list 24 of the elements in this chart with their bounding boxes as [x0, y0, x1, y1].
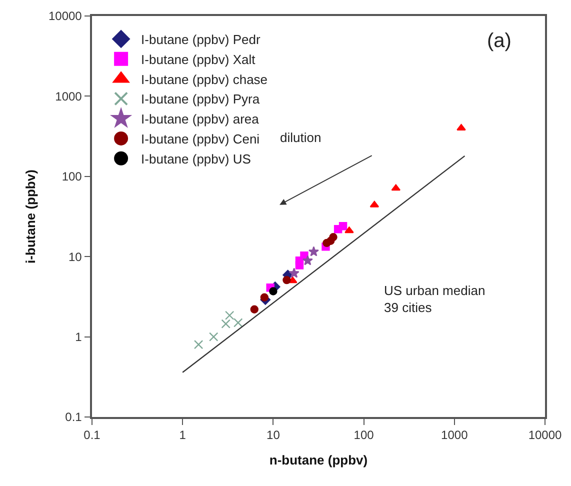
- y-tick-label: 0.1: [65, 410, 82, 424]
- y-tick-label: 100: [62, 170, 82, 184]
- x-axis-title: n-butane (ppbv): [269, 452, 368, 468]
- legend-label: I-butane (ppbv) Pedr: [141, 32, 261, 48]
- x-tick-label: 10000: [528, 428, 562, 442]
- legend-label: I-butane (ppbv) chase: [141, 72, 268, 87]
- annotation: (a): [487, 30, 512, 52]
- x-tick-label: 1000: [441, 428, 468, 442]
- y-tick-label: 1: [75, 330, 82, 344]
- y-axis-title: i-butane (ppbv): [22, 170, 38, 264]
- x-tick-label: 0.1: [84, 428, 101, 442]
- y-tick-label: 10: [68, 250, 82, 264]
- legend-label: I-butane (ppbv) area: [141, 112, 260, 127]
- y-tick-label: 1000: [55, 89, 82, 104]
- legend-label: I-butane (ppbv) Pyra: [141, 92, 260, 107]
- y-tick-label: 10000: [48, 9, 82, 24]
- legend-label: I-butane (ppbv) US: [141, 151, 252, 166]
- x-tick-label: 100: [354, 428, 374, 442]
- legend-label: I-butane (ppbv) Xalt: [141, 52, 256, 67]
- x-tick-label: 1: [179, 428, 186, 442]
- annotation: US urban median 39 cities: [384, 283, 486, 315]
- legend-label: I-butane (ppbv) Ceni: [141, 132, 260, 147]
- x-tick-label: 10: [266, 428, 280, 442]
- annotation: dilution: [280, 130, 322, 145]
